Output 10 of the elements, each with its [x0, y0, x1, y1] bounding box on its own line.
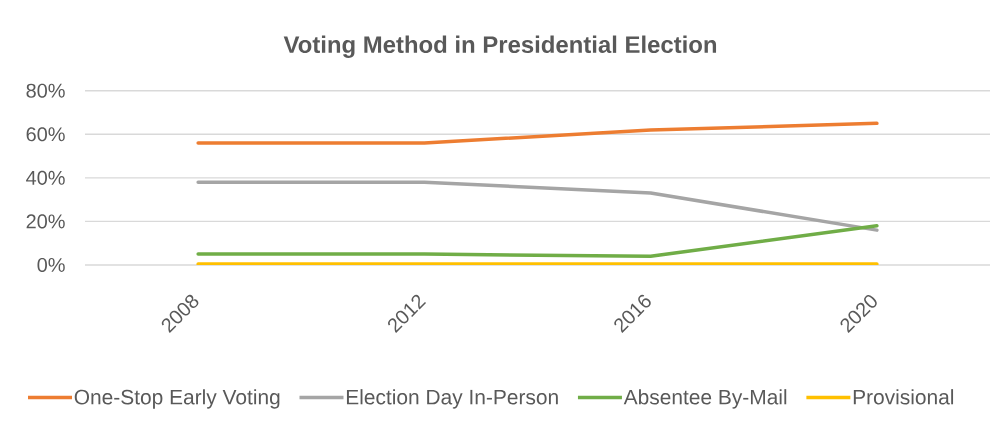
y-tick-label: 80% [26, 83, 65, 98]
legend-label: Election Day In-Person [346, 389, 558, 409]
y-tick-label: 0% [37, 257, 65, 273]
legend-label: Provisional [853, 389, 954, 405]
legend-label: One-Stop Early Voting [74, 389, 280, 409]
y-tick-label: 40% [26, 170, 65, 185]
legend-label: Absentee By-Mail [623, 389, 787, 409]
y-tick-label: 20% [26, 214, 65, 229]
chart-title: Voting Method in Presidential Election [283, 35, 717, 58]
y-tick-label: 60% [26, 127, 65, 142]
